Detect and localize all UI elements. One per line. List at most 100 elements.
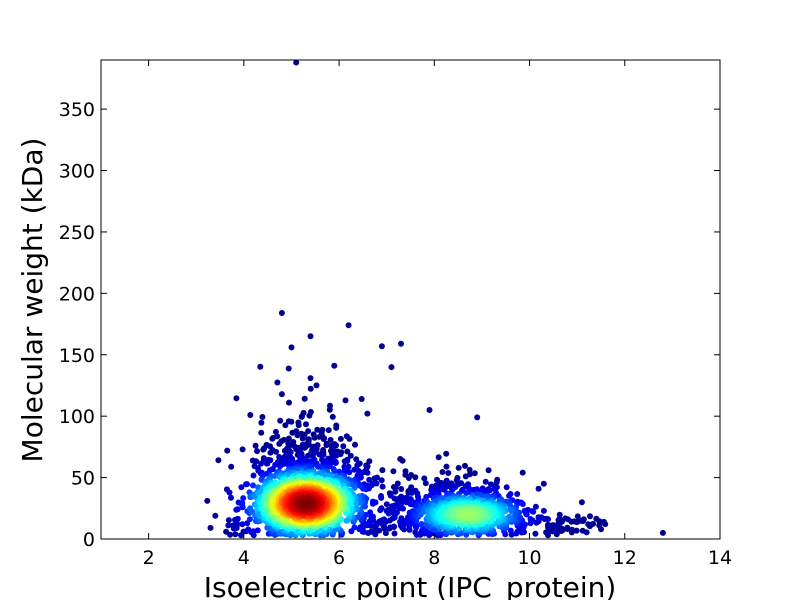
data-point [398, 340, 404, 347]
data-point [532, 503, 539, 510]
data-point [377, 507, 384, 514]
data-point [439, 469, 446, 475]
data-point [307, 375, 314, 382]
plot-frame [100, 59, 721, 540]
data-point [392, 488, 399, 495]
data-point [659, 529, 666, 536]
data-point [253, 458, 260, 465]
data-point [367, 509, 374, 516]
data-point [535, 485, 542, 492]
data-point [271, 473, 278, 479]
y-tick-label: 250 [59, 222, 95, 244]
data-point [466, 466, 473, 473]
data-point [333, 424, 340, 431]
data-point [397, 456, 404, 462]
data-point [412, 474, 419, 481]
data-point [445, 470, 452, 476]
x-tick-label: 4 [238, 547, 250, 569]
data-point [289, 429, 296, 436]
data-point [295, 422, 302, 429]
data-point [540, 480, 547, 487]
data-point [379, 467, 386, 474]
data-point [398, 486, 405, 492]
data-point [234, 515, 241, 522]
data-point [356, 482, 363, 489]
data-point [455, 464, 462, 471]
data-point [422, 480, 429, 487]
data-point [314, 426, 321, 433]
data-point [238, 484, 245, 491]
data-point [340, 443, 347, 450]
data-point [258, 419, 265, 426]
y-tick-label: 300 [59, 161, 95, 183]
data-point [400, 505, 406, 512]
data-point [247, 412, 254, 418]
data-point [474, 414, 481, 421]
data-point [342, 397, 349, 404]
data-point [276, 440, 283, 447]
data-point [390, 468, 397, 475]
data-point [274, 379, 281, 386]
data-point [212, 512, 219, 519]
data-point [327, 436, 334, 443]
data-point [240, 495, 247, 502]
data-point [574, 513, 581, 520]
data-point [224, 447, 231, 454]
data-point [398, 515, 405, 522]
data-point [288, 344, 295, 351]
data-point [555, 517, 562, 524]
data-point [239, 504, 246, 511]
x-tick-label: 2 [143, 547, 155, 569]
data-point [579, 527, 586, 534]
data-point [307, 333, 314, 340]
data-point [378, 477, 385, 484]
data-point [482, 478, 489, 485]
data-point [347, 452, 354, 459]
x-tick-label: 6 [333, 547, 345, 569]
y-tick-label: 200 [59, 283, 95, 305]
data-point [267, 449, 274, 456]
data-point [332, 459, 339, 466]
data-point [585, 521, 592, 528]
data-point [225, 517, 232, 524]
data-point [405, 475, 412, 481]
data-point [450, 511, 457, 518]
data-point [383, 501, 390, 508]
data-point [391, 530, 398, 537]
data-point [254, 527, 261, 534]
data-point [345, 322, 352, 329]
axis-ticks: 2 4 6 8 10 12 14 0 50 100 150 200 250 300 350 [59, 60, 732, 569]
data-point [246, 516, 253, 523]
data-point [316, 451, 323, 458]
data-point [463, 490, 470, 496]
data-point [278, 310, 285, 316]
data-point [379, 483, 386, 490]
x-tick-label: 10 [517, 547, 541, 569]
x-tick-label: 12 [613, 547, 637, 569]
data-point [351, 466, 358, 473]
data-point [320, 436, 327, 442]
data-point [578, 499, 585, 506]
data-point [378, 494, 385, 501]
data-point [250, 472, 257, 479]
data-point [331, 362, 338, 369]
data-point [462, 473, 469, 480]
data-point [426, 407, 433, 413]
data-point [346, 435, 353, 442]
data-point [269, 435, 276, 442]
data-point [540, 507, 547, 514]
data-point [366, 458, 373, 465]
data-point [303, 421, 309, 428]
data-point [303, 500, 310, 507]
data-point [207, 524, 214, 531]
data-point [344, 448, 351, 455]
data-point [352, 441, 358, 448]
data-point [278, 391, 285, 398]
data-point [277, 417, 284, 424]
data-point [285, 365, 292, 372]
data-point [354, 462, 361, 469]
data-point [573, 527, 580, 534]
data-point [282, 422, 289, 429]
data-point [234, 506, 241, 513]
